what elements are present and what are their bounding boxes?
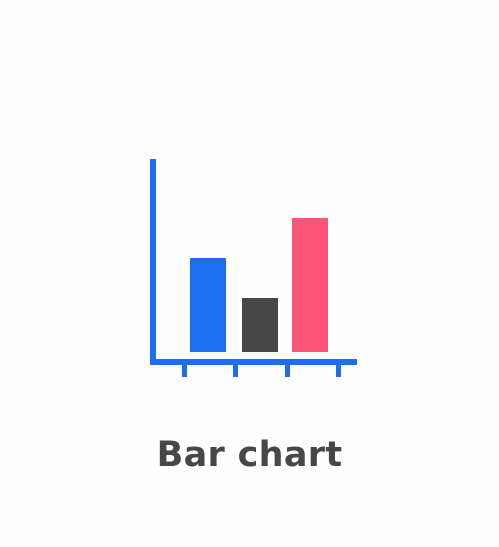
- axes-group: [150, 159, 357, 377]
- x-axis-line: [150, 359, 357, 365]
- bar-chart-graphic: [150, 159, 357, 377]
- y-axis-line: [150, 159, 156, 365]
- bar-2: [242, 298, 278, 352]
- x-axis-tick: [233, 362, 238, 377]
- x-axis-tick: [182, 362, 187, 377]
- bar-3: [292, 218, 328, 352]
- bar-1: [190, 258, 226, 352]
- bar-chart-icon: [150, 159, 357, 377]
- bars-group: [190, 218, 328, 352]
- x-axis-tick: [285, 362, 290, 377]
- caption-title: Bar chart: [156, 435, 343, 475]
- x-axis-tick: [336, 362, 341, 377]
